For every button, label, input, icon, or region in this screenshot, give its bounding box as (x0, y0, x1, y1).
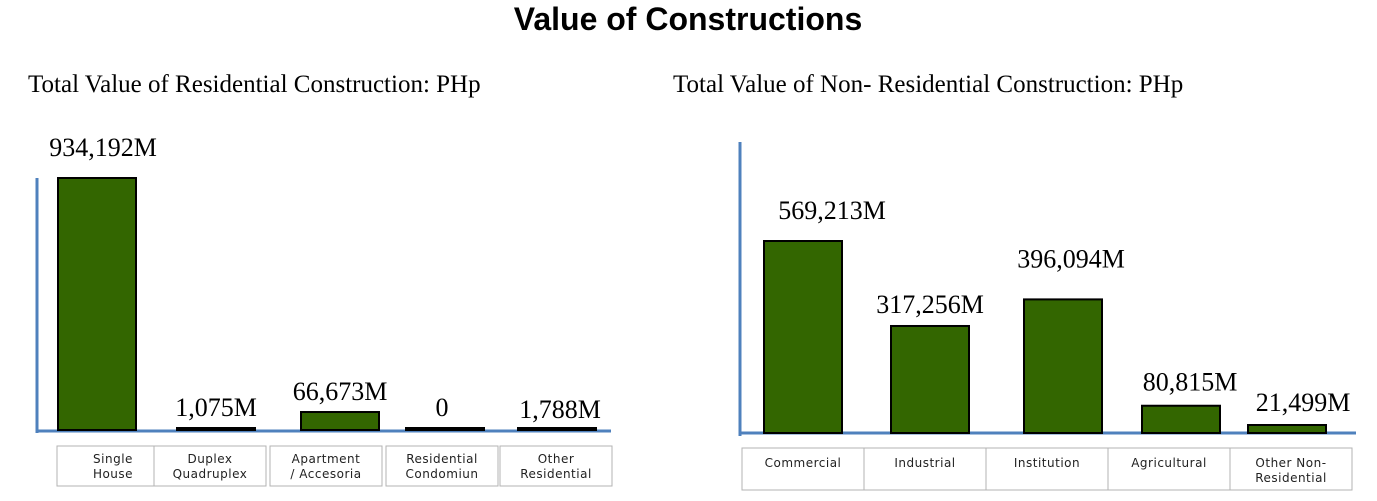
category-cell-res-3 (385, 445, 499, 487)
tick-label-nonres-0-0: Commercial (765, 456, 842, 470)
tick-label-res-0-1: House (93, 467, 133, 481)
tick-label-nonres-2-0: Institution (1014, 456, 1080, 470)
tick-label-res-2-1: / Accesoria (290, 467, 361, 481)
tick-label-res-0-0: Single (93, 452, 133, 466)
tick-label-res-4-0: Other (538, 452, 575, 466)
category-cell-res-2 (269, 445, 383, 487)
data-label-res-2: 66,673M (293, 377, 388, 406)
bar-res-2 (300, 411, 380, 431)
bar-nonres-3 (1141, 404, 1221, 435)
tick-label-res-3-0: Residential (406, 452, 478, 466)
bar-res-1 (176, 427, 256, 431)
tick-label-nonres-3-0: Agricultural (1131, 456, 1207, 470)
category-cell-res-1 (153, 445, 267, 487)
page-title: Value of Constructions (514, 1, 862, 37)
bar-nonres-0 (763, 240, 843, 434)
tick-label-res-2-0: Apartment (292, 452, 361, 466)
bar-res-3 (405, 427, 485, 431)
data-label-nonres-4: 21,499M (1256, 388, 1351, 417)
tick-label-nonres-1-0: Industrial (894, 456, 955, 470)
tick-label-nonres-4-1: Residential (1255, 471, 1327, 485)
category-cell-res-0 (56, 445, 170, 487)
bar-nonres-2 (1023, 298, 1103, 434)
bar-res-4 (517, 427, 597, 431)
data-label-res-3: 0 (436, 393, 449, 422)
tick-label-res-3-1: Condomiun (405, 467, 478, 481)
tick-label-res-1-1: Quadruplex (173, 467, 248, 481)
data-label-nonres-3: 80,815M (1143, 368, 1238, 397)
non-residential-chart-title: Total Value of Non- Residential Construc… (673, 71, 1183, 98)
category-cell-nonres-4 (1229, 447, 1353, 491)
data-label-nonres-2: 396,094M (1017, 244, 1125, 273)
bar-nonres-4 (1247, 424, 1327, 434)
category-cell-nonres-3 (1107, 447, 1231, 491)
non-residential-bars: 569,213M Commercial 317,256M Industrial 396,… (741, 196, 1353, 491)
residential-chart-title: Total Value of Residential Construction:… (28, 71, 481, 98)
data-label-res-0: 934,192M (49, 133, 157, 162)
data-label-res-4: 1,788M (519, 395, 601, 424)
data-label-nonres-1: 317,256M (876, 290, 984, 319)
data-label-res-1: 1,075M (175, 393, 257, 422)
category-cell-res-4 (499, 445, 613, 487)
data-label-nonres-0: 569,213M (778, 196, 886, 225)
bar-nonres-1 (890, 324, 970, 434)
tick-label-res-4-1: Residential (520, 467, 592, 481)
tick-label-nonres-4-0: Other Non- (1255, 456, 1326, 470)
category-cell-nonres-0 (741, 447, 865, 491)
non-residential-chart: Total Value of Non- Residential Construc… (673, 71, 1356, 491)
residential-chart: Total Value of Residential Construction:… (28, 71, 613, 487)
tick-label-res-1-0: Duplex (187, 452, 232, 466)
bar-res-0 (57, 177, 137, 431)
